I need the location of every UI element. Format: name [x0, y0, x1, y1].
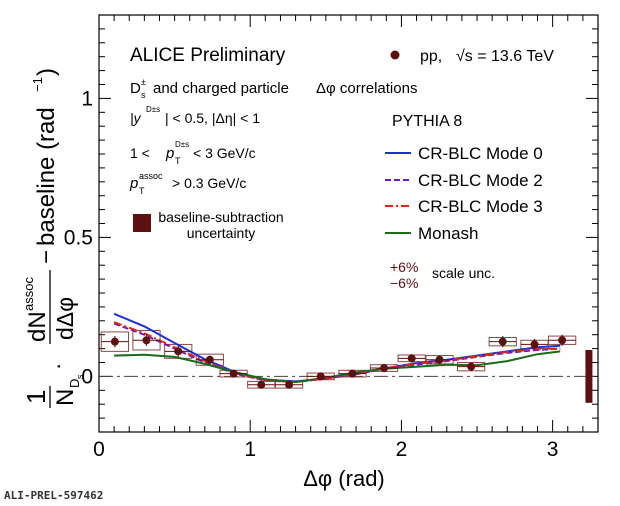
legend-label: Monash [418, 224, 478, 243]
y-label-N: N [52, 389, 79, 406]
legend-label: CR-BLC Mode 0 [418, 144, 543, 163]
x-tick-label: 1 [244, 438, 256, 461]
figure-id: ALI-PREL-597462 [4, 489, 104, 502]
y-label-dot: · [45, 363, 70, 370]
y-tick-label: 0.5 [64, 226, 93, 249]
cut3-pt: p [129, 175, 138, 192]
x-tick-label: 3 [547, 438, 559, 461]
y-label-dphi: dΔφ [52, 297, 78, 340]
line2-D-sub: s [141, 90, 146, 100]
scale-plus: +6% [390, 259, 418, 275]
y-label-N-sub: D [67, 379, 82, 388]
x-tick-label: 2 [396, 438, 408, 461]
data-point [285, 380, 294, 389]
cut2-sub: T [175, 156, 181, 166]
cut3-rest: > 0.3 GeV/c [172, 175, 246, 191]
scale-minus: −6% [390, 275, 418, 291]
y-label-baseline-close: ) [33, 68, 60, 76]
cut2-pt: p [165, 145, 174, 162]
y-label-minus: − [33, 250, 60, 264]
data-point [407, 354, 416, 363]
x-tick-label: 0 [93, 438, 105, 461]
cut3-sub: T [139, 186, 145, 196]
tick-labels: 0 1 2 3 0 0.5 1 [64, 87, 559, 461]
scale-label: scale unc. [432, 265, 495, 281]
y-tick-label: 0 [81, 365, 93, 388]
legend-label: CR-BLC Mode 3 [418, 197, 543, 216]
x-axis-label: Δφ (rad) [303, 466, 385, 491]
cut2-rest: < 3 GeV/c [193, 145, 256, 161]
model-legend: CR-BLC Mode 0 CR-BLC Mode 2 CR-BLC Mode 3 M… [385, 144, 543, 243]
data-point [530, 340, 539, 349]
legend-label: CR-BLC Mode 2 [418, 171, 543, 190]
baseline-band-bar [585, 349, 593, 403]
cut2-pre: 1 < [130, 145, 150, 161]
data-point [558, 336, 567, 345]
data-point [205, 355, 214, 364]
data-point [229, 369, 238, 378]
model-curve-monash [114, 350, 561, 384]
legend-marker-pp [390, 50, 400, 60]
data-point [467, 362, 476, 371]
data-point [435, 355, 444, 364]
cut1-sup: D±s [146, 105, 160, 114]
y-label-baseline: baseline (rad [33, 107, 60, 246]
model-curve-cr-blc-mode-0 [113, 312, 561, 383]
baseline-uncertainty-band [585, 349, 593, 403]
data-point [498, 337, 507, 346]
cut2-sup: D±s [175, 140, 189, 149]
title: ALICE Preliminary [130, 45, 286, 66]
data-point [380, 364, 389, 373]
energy-label: √s = 13.6 TeV [456, 48, 554, 65]
legend-label-pp: pp, [420, 48, 442, 65]
line2-D-sup: ± [141, 77, 146, 87]
y-label-N-subsub: s [75, 374, 85, 379]
model-curve-cr-blc-mode-3 [113, 321, 561, 384]
y-label-lead: 1 [21, 390, 51, 404]
cut1-rest: | < 0.5, |Δη| < 1 [165, 110, 260, 126]
y-label-dN-sup: assoc [21, 277, 36, 311]
data-points [101, 334, 576, 389]
y-axis-label: 1 N D s · dN assoc dΔφ − baseline (rad −… [21, 68, 85, 408]
baseline-unc-swatch [133, 214, 151, 232]
data-point [174, 347, 183, 356]
cut1-y: |y [130, 110, 142, 126]
data-point [110, 337, 119, 346]
line2-correlations: Δφ correlations [316, 80, 417, 97]
axis-ticks [98, 14, 599, 433]
cut3-sup: assoc [139, 171, 163, 181]
data-point [316, 372, 325, 381]
y-label-baseline-sup: −1 [30, 77, 45, 92]
data-point [142, 336, 151, 345]
data-point [348, 369, 357, 378]
data-point [257, 380, 266, 389]
baseline-unc-label-2: uncertainty [187, 225, 255, 241]
line2-D: D [130, 80, 141, 97]
line2-rest: and charged particle [153, 80, 289, 97]
y-label-dN: dN [24, 311, 51, 342]
baseline-unc-label-1: baseline-subtraction [158, 209, 283, 225]
y-tick-label: 1 [81, 87, 93, 110]
generator-label: PYTHIA 8 [392, 113, 462, 130]
model-curves [113, 312, 561, 384]
